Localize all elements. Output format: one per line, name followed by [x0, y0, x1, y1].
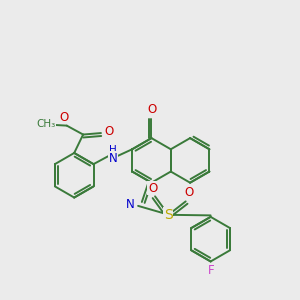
Text: O: O [184, 186, 193, 199]
Text: O: O [148, 103, 157, 116]
Text: CH₃: CH₃ [36, 119, 56, 129]
Text: N: N [109, 152, 117, 165]
Text: F: F [208, 265, 214, 278]
Text: O: O [148, 182, 157, 194]
Text: S: S [164, 208, 173, 222]
Text: N: N [125, 198, 134, 211]
Text: O: O [60, 111, 69, 124]
Text: O: O [105, 125, 114, 138]
Text: H: H [109, 145, 117, 155]
